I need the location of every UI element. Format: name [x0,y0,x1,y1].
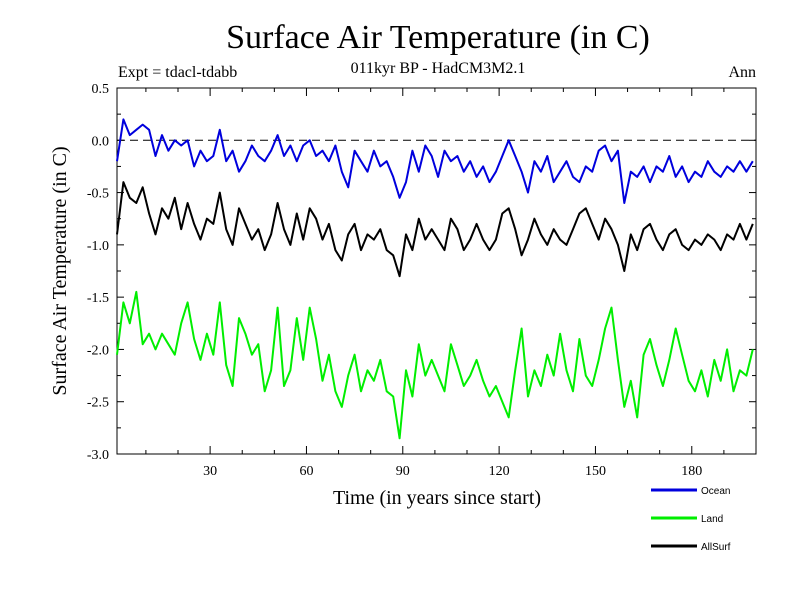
x-tick-label: 180 [681,464,702,479]
y-tick-label: -1.5 [87,291,109,306]
y-tick-label: -2.0 [87,343,109,358]
y-tick-label: -2.5 [87,396,109,411]
x-tick-label: 60 [299,464,313,479]
y-tick-label: 0.0 [92,134,110,149]
y-axis-label: Surface Air Temperature (in C) [49,146,71,395]
legend-label-allsurf: AllSurf [701,542,731,553]
chart-subtitle: 011kyr BP - HadCM3M2.1 [351,60,526,77]
series-line-ocean [116,118,754,204]
experiment-label: Expt = tdacl-tdabb [118,64,237,81]
y-tick-label: 0.5 [92,82,110,97]
plot-frame [116,87,757,455]
series-line-allsurf [116,181,754,278]
x-tick-label: 30 [203,464,217,479]
y-tick-label: -0.5 [87,187,109,202]
legend: Ocean Land AllSurf [651,486,731,553]
legend-label-land: Land [701,514,723,525]
x-tick-label: 150 [585,464,606,479]
x-tick-label: 120 [489,464,510,479]
chart-title: Surface Air Temperature (in C) [226,19,650,56]
season-label: Ann [728,64,756,81]
y-tick-label: -3.0 [87,448,109,463]
x-tick-label: 90 [396,464,410,479]
y-tick-label: -1.0 [87,239,109,254]
series-line-land [116,290,754,440]
legend-label-ocean: Ocean [701,486,730,497]
x-axis-label: Time (in years since start) [333,487,541,509]
